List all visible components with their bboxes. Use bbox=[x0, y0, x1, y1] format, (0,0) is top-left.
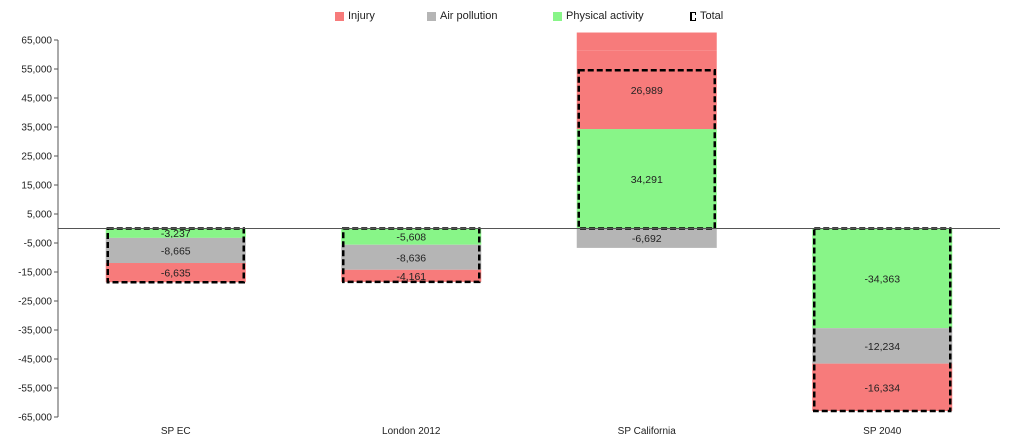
y-tick-label: -65,000 bbox=[18, 413, 52, 424]
legend-label-injury: Injury bbox=[348, 10, 375, 22]
bar-segment-physical-activity bbox=[341, 228, 482, 245]
data-label-physical-activity: -34,363 bbox=[864, 273, 900, 285]
data-label-injury: -16,334 bbox=[864, 382, 900, 394]
bar-segment-air-pollution bbox=[105, 237, 246, 264]
legend-label-air-pollution: Air pollution bbox=[440, 10, 498, 22]
bar-segment-air-pollution bbox=[576, 228, 717, 248]
bar-segment-injury bbox=[812, 363, 953, 411]
x-category-label: SP California bbox=[618, 426, 677, 436]
bar-segment-physical-activity bbox=[576, 129, 717, 229]
y-tick-label: 55,000 bbox=[21, 65, 52, 76]
data-label-injury: -6,635 bbox=[161, 268, 191, 280]
legend-item-total: Total bbox=[690, 10, 723, 22]
legend-label-physical-activity: Physical activity bbox=[566, 10, 644, 22]
legend-swatch-total bbox=[690, 11, 696, 21]
bar-segment-air-pollution bbox=[341, 244, 482, 270]
data-label-air-pollution: -8,636 bbox=[396, 252, 426, 264]
legend-label-total: Total bbox=[700, 10, 724, 22]
legend-item-air-pollution: Air pollution bbox=[427, 10, 497, 22]
y-tick-label: -25,000 bbox=[18, 297, 52, 308]
y-tick-label: 35,000 bbox=[21, 123, 52, 134]
y-tick-label: 65,000 bbox=[21, 36, 52, 47]
y-tick-label: -55,000 bbox=[18, 384, 52, 395]
x-category-label: SP 2040 bbox=[863, 426, 902, 436]
bar-segment-physical-activity bbox=[812, 228, 953, 329]
data-label-physical-activity: -3,237 bbox=[161, 228, 191, 240]
legend-swatch-physical-activity bbox=[553, 11, 562, 21]
bar-segment-injury bbox=[105, 263, 246, 283]
legend-swatch-injury bbox=[335, 11, 344, 21]
legend-swatch-air-pollution bbox=[427, 11, 436, 21]
data-label-physical-activity: -5,608 bbox=[396, 232, 426, 244]
data-label-air-pollution: -8,665 bbox=[161, 245, 191, 257]
data-label-air-pollution: -12,234 bbox=[864, 341, 900, 353]
y-tick-label: 45,000 bbox=[21, 94, 52, 105]
x-category-label: London 2012 bbox=[382, 426, 441, 436]
x-category-label: SP EC bbox=[161, 426, 191, 436]
legend-item-physical-activity: Physical activity bbox=[553, 10, 644, 22]
bar-segment-injury bbox=[341, 269, 482, 282]
y-tick-label: 15,000 bbox=[21, 181, 52, 192]
bar-segment-physical-activity bbox=[105, 228, 246, 238]
y-tick-label: -5,000 bbox=[24, 239, 53, 250]
data-label-injury: 26,989 bbox=[631, 85, 663, 97]
y-tick-label: -15,000 bbox=[18, 268, 52, 279]
y-tick-label: -45,000 bbox=[18, 355, 52, 366]
bar-segment-injury-extension bbox=[576, 32, 717, 51]
data-label-injury: -4,161 bbox=[396, 271, 426, 283]
bar-segment-air-pollution bbox=[812, 328, 953, 364]
data-label-physical-activity: 34,291 bbox=[631, 174, 663, 186]
bar-segment-injury bbox=[576, 50, 717, 130]
legend-item-injury: Injury bbox=[335, 10, 375, 22]
y-tick-label: 5,000 bbox=[27, 210, 52, 221]
legend: Injury Air pollution Physical activity T… bbox=[0, 6, 1012, 26]
y-tick-label: -35,000 bbox=[18, 326, 52, 337]
y-tick-label: 25,000 bbox=[21, 152, 52, 163]
data-label-air-pollution: -6,692 bbox=[632, 233, 662, 245]
